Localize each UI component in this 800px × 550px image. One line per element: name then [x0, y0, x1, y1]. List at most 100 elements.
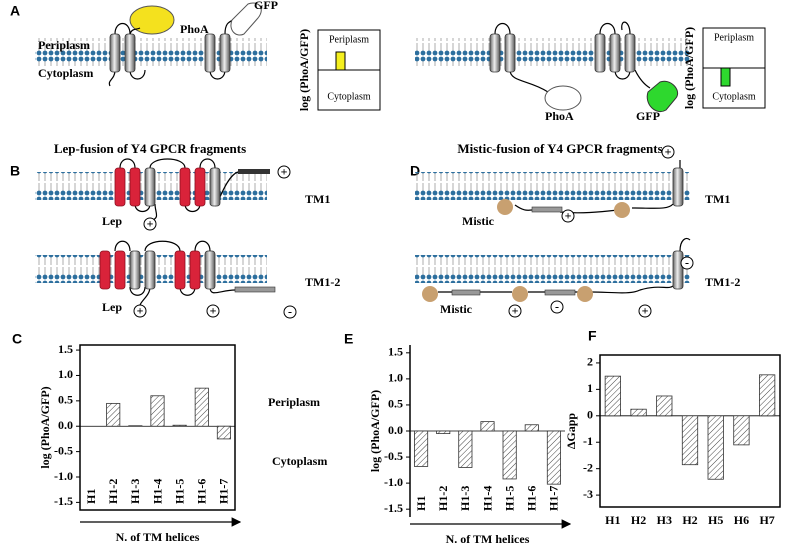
- fragment: [544, 289, 576, 296]
- helix: [114, 167, 126, 207]
- charge: +: [642, 303, 649, 317]
- x-tick-label: H6: [734, 513, 749, 527]
- x-tick-label: H1: [605, 513, 620, 527]
- panel-letter: B: [10, 163, 20, 179]
- helix: [179, 167, 191, 207]
- inset-ylabel: log (PhoA/GFP): [682, 27, 696, 109]
- loop: [119, 158, 239, 221]
- panel-letter: C: [12, 331, 22, 347]
- bar: [733, 415, 750, 446]
- helix: [99, 250, 111, 290]
- inset-label: Periplasm: [329, 34, 369, 45]
- x-tick-label: H2: [682, 513, 697, 527]
- plot-frame: [599, 354, 781, 508]
- fragment: [238, 169, 270, 174]
- loop: [129, 27, 141, 35]
- membrane: [415, 38, 690, 66]
- helix: [189, 250, 201, 290]
- panel-letter: E: [344, 331, 353, 347]
- y-tick-label: -2: [583, 460, 593, 474]
- bar: [524, 424, 539, 432]
- loop: [514, 160, 681, 214]
- mistic: [512, 286, 528, 302]
- charge: -: [555, 299, 559, 313]
- bar: [502, 430, 517, 480]
- label: TM1: [305, 192, 330, 206]
- charge-circle: [680, 256, 694, 270]
- charge: -: [685, 255, 689, 269]
- bar: [194, 387, 209, 427]
- charge: +: [137, 303, 144, 317]
- bar: [172, 424, 187, 427]
- charge-circle: [143, 217, 157, 231]
- helix: [672, 250, 684, 290]
- charge: +: [665, 144, 672, 158]
- label: Mistic: [462, 214, 495, 228]
- bar: [656, 395, 673, 417]
- loop: [114, 240, 236, 306]
- panel-d: Mistic-fusion of Y4 GPCR fragments D Mis…: [410, 141, 740, 318]
- helix: [672, 167, 684, 207]
- panel-letter: F: [588, 328, 597, 344]
- inset-ylabel: log (PhoA/GFP): [297, 29, 311, 111]
- y-axis-label: ΔGapp: [564, 413, 578, 450]
- bar: [458, 430, 473, 468]
- bar: [630, 408, 647, 417]
- charge-circle: [206, 304, 220, 318]
- gfp: [646, 80, 678, 112]
- inset-bar: [720, 67, 731, 87]
- bar: [480, 421, 495, 432]
- chart: F -3 -2 -1 0 1 2 ΔGapp H1 H2 H3 H2 H5 H6 H7: [564, 328, 781, 527]
- helix: [504, 33, 516, 73]
- phoa: [129, 5, 175, 35]
- label: PhoA: [545, 109, 574, 123]
- x-tick-label: H2: [631, 513, 646, 527]
- label: GFP: [636, 109, 660, 123]
- x-tick-label: H1: [414, 496, 428, 511]
- bar: [681, 415, 699, 466]
- mistic: [422, 286, 438, 302]
- y-tick-label: 1: [587, 381, 593, 395]
- x-tick-label: H1-7: [547, 486, 561, 511]
- charge-circle: [508, 304, 522, 318]
- bar: [436, 430, 451, 435]
- panel-b: Lep-fusion of Y4 GPCR fragments B Lep TM…: [10, 141, 340, 319]
- charge-circle: [550, 300, 564, 314]
- helix: [219, 33, 231, 73]
- label: Lep: [102, 300, 122, 314]
- x-tick-label: H1-3: [458, 486, 472, 511]
- helix: [489, 33, 501, 73]
- helix: [204, 250, 216, 290]
- loop: [494, 21, 651, 93]
- y-tick-label: 0.5: [58, 393, 73, 407]
- label: Mistic: [440, 302, 473, 316]
- charge: +: [565, 208, 572, 222]
- plot-frame: [79, 344, 236, 511]
- bar: [414, 430, 429, 467]
- helix: [194, 167, 206, 207]
- y-tick-label: 1.5: [388, 345, 403, 359]
- panel-letter: D: [410, 163, 420, 179]
- charge-circle: [133, 304, 147, 318]
- y-axis-label: log (PhoA/GFP): [38, 386, 52, 468]
- bar: [128, 425, 143, 427]
- label: TM1: [705, 192, 730, 206]
- x-axis-label: N. of TM helices: [116, 530, 200, 544]
- helix: [209, 167, 221, 207]
- panel-letter: A: [10, 3, 20, 19]
- label: TM1-2: [305, 275, 340, 289]
- y-tick-label: -1.5: [384, 501, 403, 515]
- gfp: [230, 2, 262, 36]
- x-tick-label: H1-3: [128, 479, 142, 504]
- y-tick-label: 1.5: [58, 342, 73, 356]
- bar: [150, 395, 165, 427]
- loop: [438, 237, 691, 294]
- charge: +: [281, 164, 288, 178]
- y-tick-label: -0.5: [384, 449, 403, 463]
- y-tick-label: 1.0: [58, 367, 73, 381]
- helix: [129, 167, 141, 207]
- charges: + + - + - +: [508, 144, 694, 318]
- x-tick-label: H1-4: [480, 486, 494, 511]
- phoa: [544, 85, 582, 111]
- y-tick-label: 0.0: [58, 418, 73, 432]
